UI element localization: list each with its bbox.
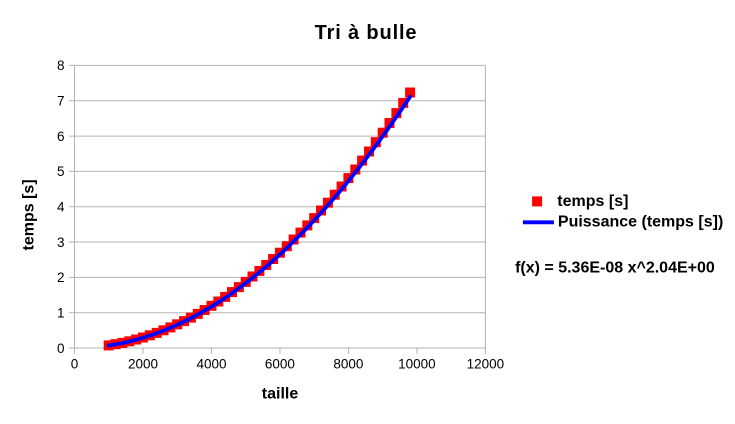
svg-text:5: 5 bbox=[57, 164, 65, 179]
svg-text:taille: taille bbox=[262, 385, 299, 402]
svg-text:1: 1 bbox=[57, 306, 65, 321]
svg-text:f(x) = 5.36E-08 x^2.04E+00: f(x) = 5.36E-08 x^2.04E+00 bbox=[515, 260, 715, 277]
svg-text:3: 3 bbox=[57, 235, 65, 250]
svg-text:4: 4 bbox=[57, 200, 65, 215]
svg-text:12000: 12000 bbox=[467, 356, 505, 371]
svg-text:2000: 2000 bbox=[128, 356, 158, 371]
svg-text:8000: 8000 bbox=[333, 356, 363, 371]
svg-text:7: 7 bbox=[57, 94, 65, 109]
svg-text:6000: 6000 bbox=[265, 356, 295, 371]
svg-text:10000: 10000 bbox=[398, 356, 436, 371]
svg-text:0: 0 bbox=[71, 356, 79, 371]
svg-text:4000: 4000 bbox=[196, 356, 226, 371]
svg-text:Puissance (temps [s]): Puissance (temps [s]) bbox=[558, 214, 723, 231]
svg-text:0: 0 bbox=[57, 341, 65, 356]
svg-text:2: 2 bbox=[57, 270, 65, 285]
svg-text:8: 8 bbox=[57, 58, 65, 73]
svg-text:temps [s]: temps [s] bbox=[557, 193, 628, 210]
svg-text:Tri à bulle: Tri à bulle bbox=[315, 22, 418, 44]
svg-text:temps [s]: temps [s] bbox=[21, 179, 38, 250]
svg-text:6: 6 bbox=[57, 129, 65, 144]
